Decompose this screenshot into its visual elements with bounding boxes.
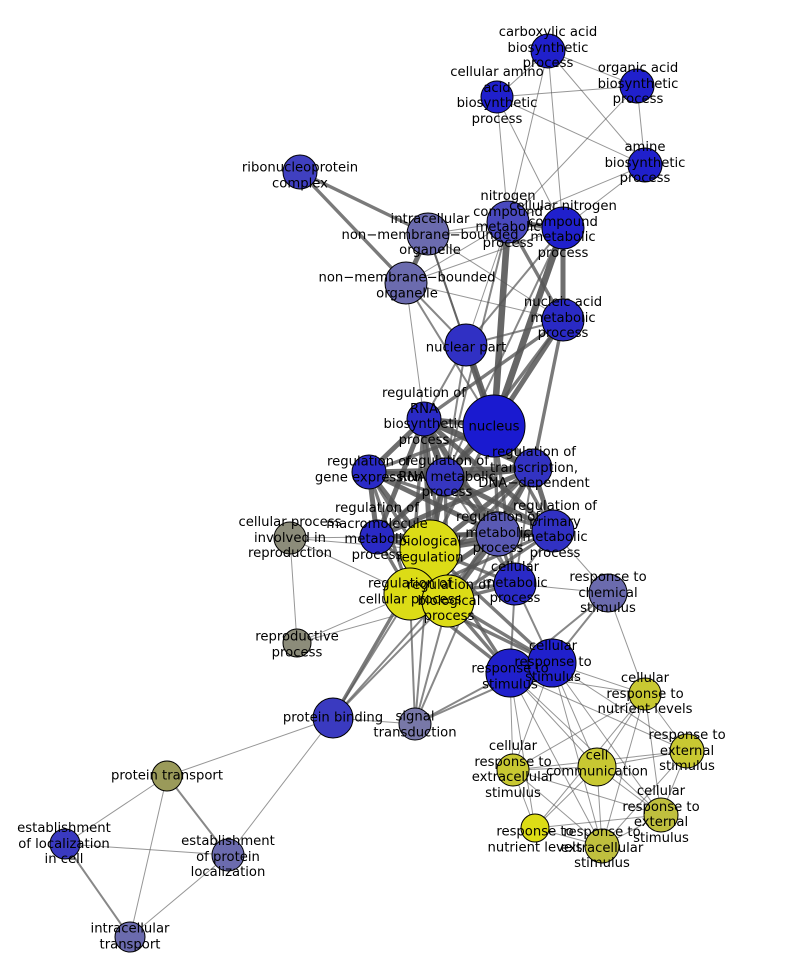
graph-node[interactable] xyxy=(351,454,387,490)
graph-node[interactable] xyxy=(444,323,488,367)
graph-node[interactable] xyxy=(485,648,535,698)
graph-edge xyxy=(405,227,564,284)
graph-edge xyxy=(166,717,334,777)
graph-node[interactable] xyxy=(541,206,585,250)
graph-node[interactable] xyxy=(211,838,245,872)
graph-edge xyxy=(551,662,603,847)
graph-edge xyxy=(427,233,564,321)
graph-node[interactable] xyxy=(527,638,577,688)
graph-edge xyxy=(366,469,501,537)
graph-edge xyxy=(547,50,564,229)
graph-node[interactable] xyxy=(530,33,566,69)
graph-edge xyxy=(512,693,646,771)
graph-edge xyxy=(64,843,131,938)
graph-edge xyxy=(129,775,168,938)
graph-edge xyxy=(512,769,662,816)
graph-edge xyxy=(289,537,298,644)
graph-node[interactable] xyxy=(520,813,550,843)
graph-node[interactable] xyxy=(114,921,146,953)
graph-node[interactable] xyxy=(425,457,465,497)
graph-node[interactable] xyxy=(493,562,537,606)
graph-node[interactable] xyxy=(406,212,450,256)
graph-node[interactable] xyxy=(496,753,530,787)
graph-node[interactable] xyxy=(282,628,312,658)
graph-node[interactable] xyxy=(531,509,575,553)
graph-edge xyxy=(534,814,662,829)
graph-node[interactable] xyxy=(541,298,585,342)
graph-node[interactable] xyxy=(49,828,81,860)
graph-edge xyxy=(332,600,449,719)
graph-edge xyxy=(531,318,565,470)
graph-edge xyxy=(64,843,229,856)
graph-edge xyxy=(64,775,168,845)
graph-edge xyxy=(509,672,603,847)
graph-node[interactable] xyxy=(273,521,307,555)
graph-node[interactable] xyxy=(406,401,442,437)
graph-node[interactable] xyxy=(462,394,526,458)
graph-node[interactable] xyxy=(480,80,514,114)
graph-node[interactable] xyxy=(577,747,617,787)
graph-edge xyxy=(496,96,564,229)
graph-node[interactable] xyxy=(151,760,183,792)
graph-edge xyxy=(509,672,688,752)
graph-node[interactable] xyxy=(312,697,354,739)
graph-edge xyxy=(551,662,662,816)
graph-edge xyxy=(405,282,425,420)
graph-edge xyxy=(509,672,662,816)
graph-edge xyxy=(332,533,499,719)
graph-node[interactable] xyxy=(486,200,530,244)
graph-node[interactable] xyxy=(282,154,318,190)
graph-node[interactable] xyxy=(588,573,628,613)
graph-edge xyxy=(465,221,509,346)
edge-layer xyxy=(64,50,688,938)
graph-edge xyxy=(496,85,638,98)
graph-node[interactable] xyxy=(628,677,662,711)
graph-node[interactable] xyxy=(643,797,679,833)
graph-edge xyxy=(465,227,564,346)
graph-edge xyxy=(509,672,536,829)
graph-edge xyxy=(507,50,549,223)
graph-node[interactable] xyxy=(398,707,432,741)
graph-edge xyxy=(601,750,688,847)
graph-edge xyxy=(414,533,499,725)
graph-node[interactable] xyxy=(627,147,663,183)
graph-edge xyxy=(367,470,555,533)
graph-node[interactable] xyxy=(513,448,553,488)
graph-edge xyxy=(298,170,430,236)
graph-edge xyxy=(129,854,229,938)
graph-edge xyxy=(547,50,646,166)
graph-node[interactable] xyxy=(669,733,705,769)
graph-edge xyxy=(405,282,564,321)
graph-node[interactable] xyxy=(421,574,475,628)
graph-edge xyxy=(298,170,408,285)
graph-node[interactable] xyxy=(619,68,655,104)
graph-edge xyxy=(166,775,229,856)
node-layer xyxy=(49,33,705,953)
graph-edge xyxy=(422,318,565,421)
graph-edge xyxy=(512,769,603,847)
graph-node[interactable] xyxy=(384,261,428,305)
graph-edge xyxy=(551,662,688,752)
graph-edge xyxy=(227,717,334,856)
graph-edge xyxy=(496,96,646,166)
graph-node[interactable] xyxy=(359,519,395,555)
graph-edge xyxy=(507,85,638,223)
graph-edge xyxy=(490,224,567,430)
graph-edge xyxy=(490,218,512,430)
graph-node[interactable] xyxy=(475,511,521,557)
graph-edge xyxy=(507,164,646,223)
graph-node[interactable] xyxy=(584,828,620,864)
